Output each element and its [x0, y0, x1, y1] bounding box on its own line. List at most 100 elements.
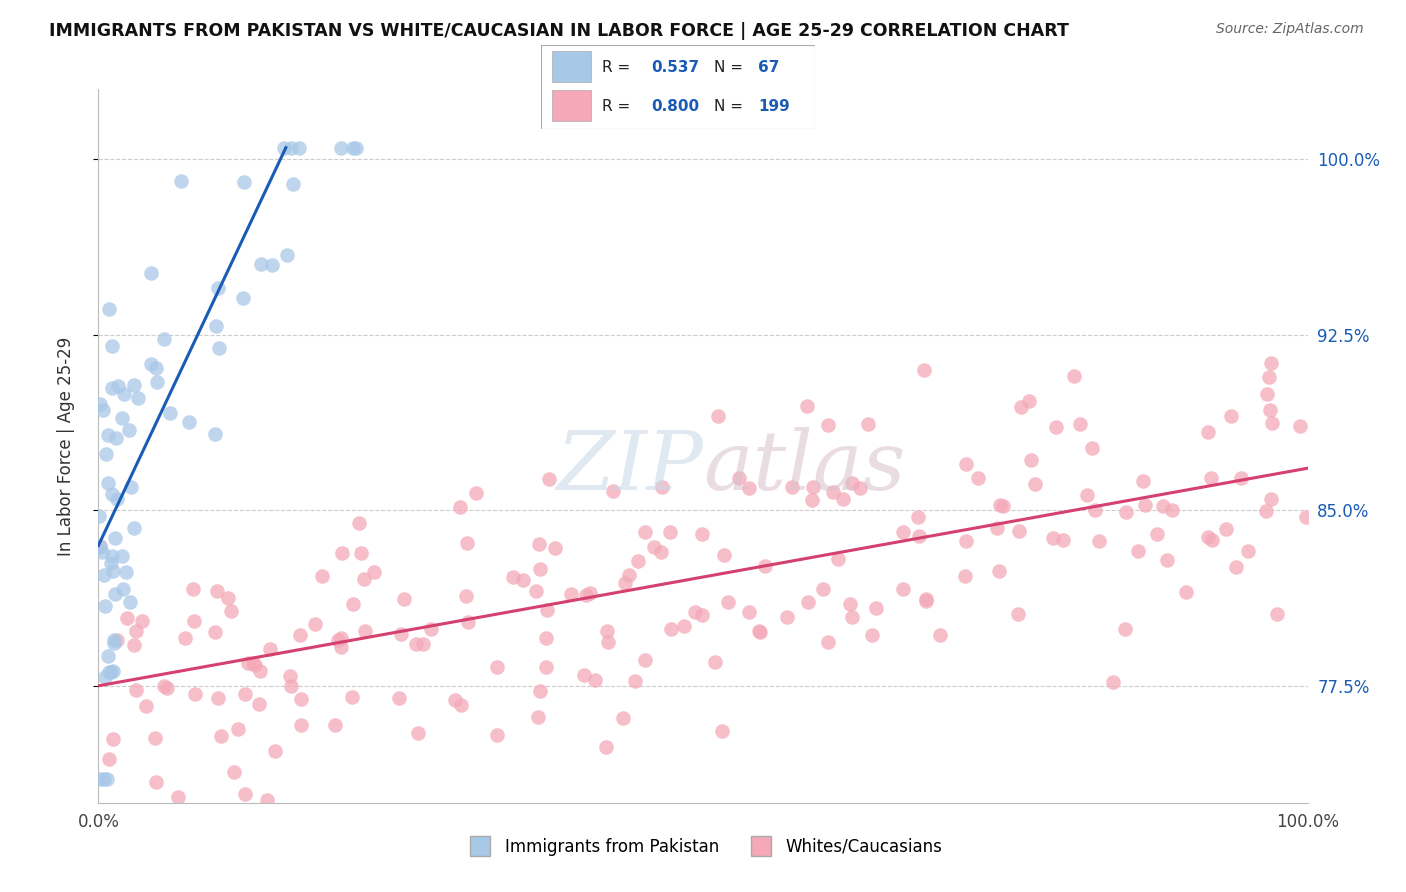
Point: [135, 699, 157, 714]
Point: [127, 391, 149, 405]
Point: [249, 664, 271, 678]
Point: [1199, 471, 1222, 485]
Point: [450, 698, 472, 713]
Point: [1045, 420, 1067, 434]
Point: [456, 536, 478, 550]
Point: [595, 739, 617, 754]
Point: [97, 649, 120, 664]
Point: [536, 603, 558, 617]
Point: [98, 752, 121, 766]
Point: [1081, 442, 1104, 456]
Point: [100, 381, 122, 395]
Point: [967, 471, 990, 485]
Point: [797, 595, 820, 609]
Point: [100, 338, 122, 352]
Point: [1265, 607, 1288, 621]
Point: [1254, 504, 1277, 518]
Point: [1175, 585, 1198, 599]
Point: [529, 684, 551, 698]
Point: [111, 410, 134, 425]
Point: [323, 718, 346, 732]
Point: [1007, 607, 1029, 622]
Point: [101, 565, 124, 579]
Point: [454, 589, 477, 603]
Point: [290, 692, 312, 706]
Text: N =: N =: [714, 60, 748, 75]
Point: [247, 698, 270, 712]
Point: [578, 586, 600, 600]
Point: [122, 378, 145, 392]
Point: [627, 554, 650, 568]
Point: [1258, 370, 1281, 384]
Point: [754, 559, 776, 574]
Point: [94, 447, 117, 461]
Point: [612, 711, 634, 725]
Point: [103, 633, 125, 648]
Point: [273, 141, 295, 155]
Point: [1008, 524, 1031, 538]
Point: [914, 591, 936, 606]
Point: [112, 387, 135, 401]
Point: [94, 670, 117, 684]
Point: [103, 636, 125, 650]
Point: [101, 732, 124, 747]
Point: [529, 562, 551, 576]
Point: [1295, 509, 1317, 524]
Point: [534, 660, 557, 674]
Point: [167, 789, 190, 804]
Point: [801, 480, 824, 494]
Legend: Immigrants from Pakistan, Whites/Caucasians: Immigrants from Pakistan, Whites/Caucasi…: [457, 831, 949, 863]
Point: [329, 640, 352, 655]
Point: [796, 399, 818, 413]
Point: [1237, 544, 1260, 558]
Point: [412, 637, 434, 651]
Point: [208, 341, 231, 355]
Point: [728, 471, 751, 485]
Point: [538, 472, 561, 486]
Point: [97, 301, 120, 316]
Point: [800, 492, 823, 507]
Point: [953, 569, 976, 583]
Point: [342, 690, 364, 704]
Point: [181, 582, 204, 596]
Point: [839, 598, 862, 612]
Point: [703, 655, 725, 669]
Point: [276, 248, 298, 262]
Point: [717, 595, 740, 609]
Point: [101, 486, 124, 500]
Point: [209, 729, 232, 743]
Point: [993, 499, 1015, 513]
Point: [330, 546, 353, 560]
Point: [89, 539, 111, 553]
Point: [256, 793, 278, 807]
Point: [100, 665, 122, 680]
Point: [775, 610, 797, 624]
Point: [912, 363, 935, 377]
Point: [290, 718, 312, 732]
Point: [1024, 477, 1046, 491]
Text: atlas: atlas: [703, 427, 905, 508]
Point: [104, 431, 127, 445]
Point: [1052, 533, 1074, 548]
Point: [347, 516, 370, 531]
Point: [457, 615, 479, 629]
Point: [823, 485, 845, 500]
Point: [283, 178, 305, 192]
Point: [183, 614, 205, 628]
Point: [1258, 402, 1281, 417]
Point: [583, 673, 606, 687]
Point: [177, 415, 200, 429]
Point: [690, 527, 713, 541]
Point: [841, 476, 863, 491]
Point: [304, 617, 326, 632]
Point: [342, 141, 364, 155]
Point: [156, 681, 179, 695]
Point: [860, 628, 883, 642]
Point: [710, 723, 733, 738]
Point: [122, 521, 145, 535]
Point: [105, 632, 128, 647]
Point: [865, 601, 887, 615]
Point: [1215, 522, 1237, 536]
Point: [811, 582, 834, 596]
Point: [93, 403, 115, 417]
